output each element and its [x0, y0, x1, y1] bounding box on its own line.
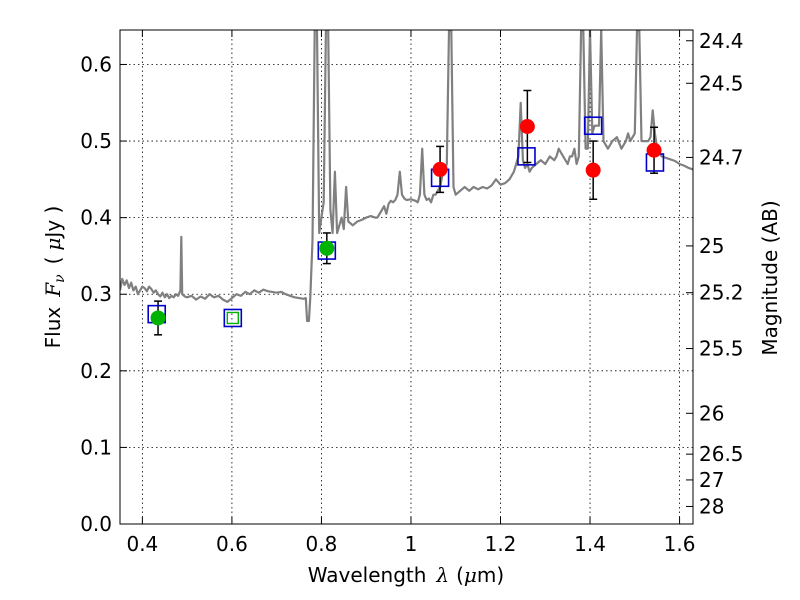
observed-point-optical [319, 240, 335, 256]
y2-tick-label: 26.5 [699, 442, 744, 466]
y-tick-label: 0.6 [80, 52, 112, 76]
observed-point-nir [646, 142, 662, 158]
plot-area [120, 30, 693, 336]
y-tick-label: 0.5 [80, 129, 112, 153]
y2-tick-label: 25.2 [699, 281, 744, 305]
x-tick-label: 1.2 [485, 532, 517, 556]
y2-tick-label: 26 [699, 401, 724, 425]
model-point-square [223, 308, 243, 328]
y2-tick-label: 28 [699, 494, 724, 518]
y2-axis-label: Magnitude (AB) [758, 200, 782, 355]
model-point-square [517, 147, 536, 166]
x-axis-label: Wavelength λ (μm) [308, 563, 504, 587]
x-tick-label: 0.8 [306, 532, 338, 556]
x-tick-label: 1.4 [574, 532, 606, 556]
observed-point-optical [226, 311, 240, 325]
y2-tick-label: 25 [699, 234, 724, 258]
x-tick-label: 1 [405, 532, 418, 556]
y2-tick-label: 24.4 [699, 29, 744, 53]
y2-tick-label: 24.7 [699, 145, 744, 169]
grid-lines [120, 30, 693, 525]
y2-tick-label: 24.5 [699, 71, 744, 95]
y2-tick-label: 27 [699, 468, 724, 492]
observed-point-nir [519, 119, 535, 135]
y2-tick-label: 25.5 [699, 337, 744, 361]
y-tick-label: 0.2 [80, 359, 112, 383]
plot-frame [119, 29, 694, 525]
y-axis-label: FluxFν(μJy ) [41, 206, 68, 349]
y-tick-label: 0.3 [80, 282, 112, 306]
model-point-square [583, 116, 603, 136]
spectrum-line [120, 30, 693, 323]
x-tick-label: 0.4 [126, 532, 158, 556]
y-tick-label: 0.0 [80, 512, 112, 536]
y-tick-label: 0.1 [80, 435, 112, 459]
y-tick-label: 0.4 [80, 206, 112, 230]
axis-ticks: 0.4 0.6 0.8 1 1.2 1.4 1.6 0.0 0.1 0.2 0.3 0.4 0.5 0.6… [80, 29, 743, 556]
observed-point-optical [150, 310, 166, 326]
x-tick-label: 0.6 [216, 532, 248, 556]
x-tick-label: 1.6 [664, 532, 696, 556]
observed-point-nir [585, 162, 601, 178]
observed-point-nir [432, 161, 448, 177]
